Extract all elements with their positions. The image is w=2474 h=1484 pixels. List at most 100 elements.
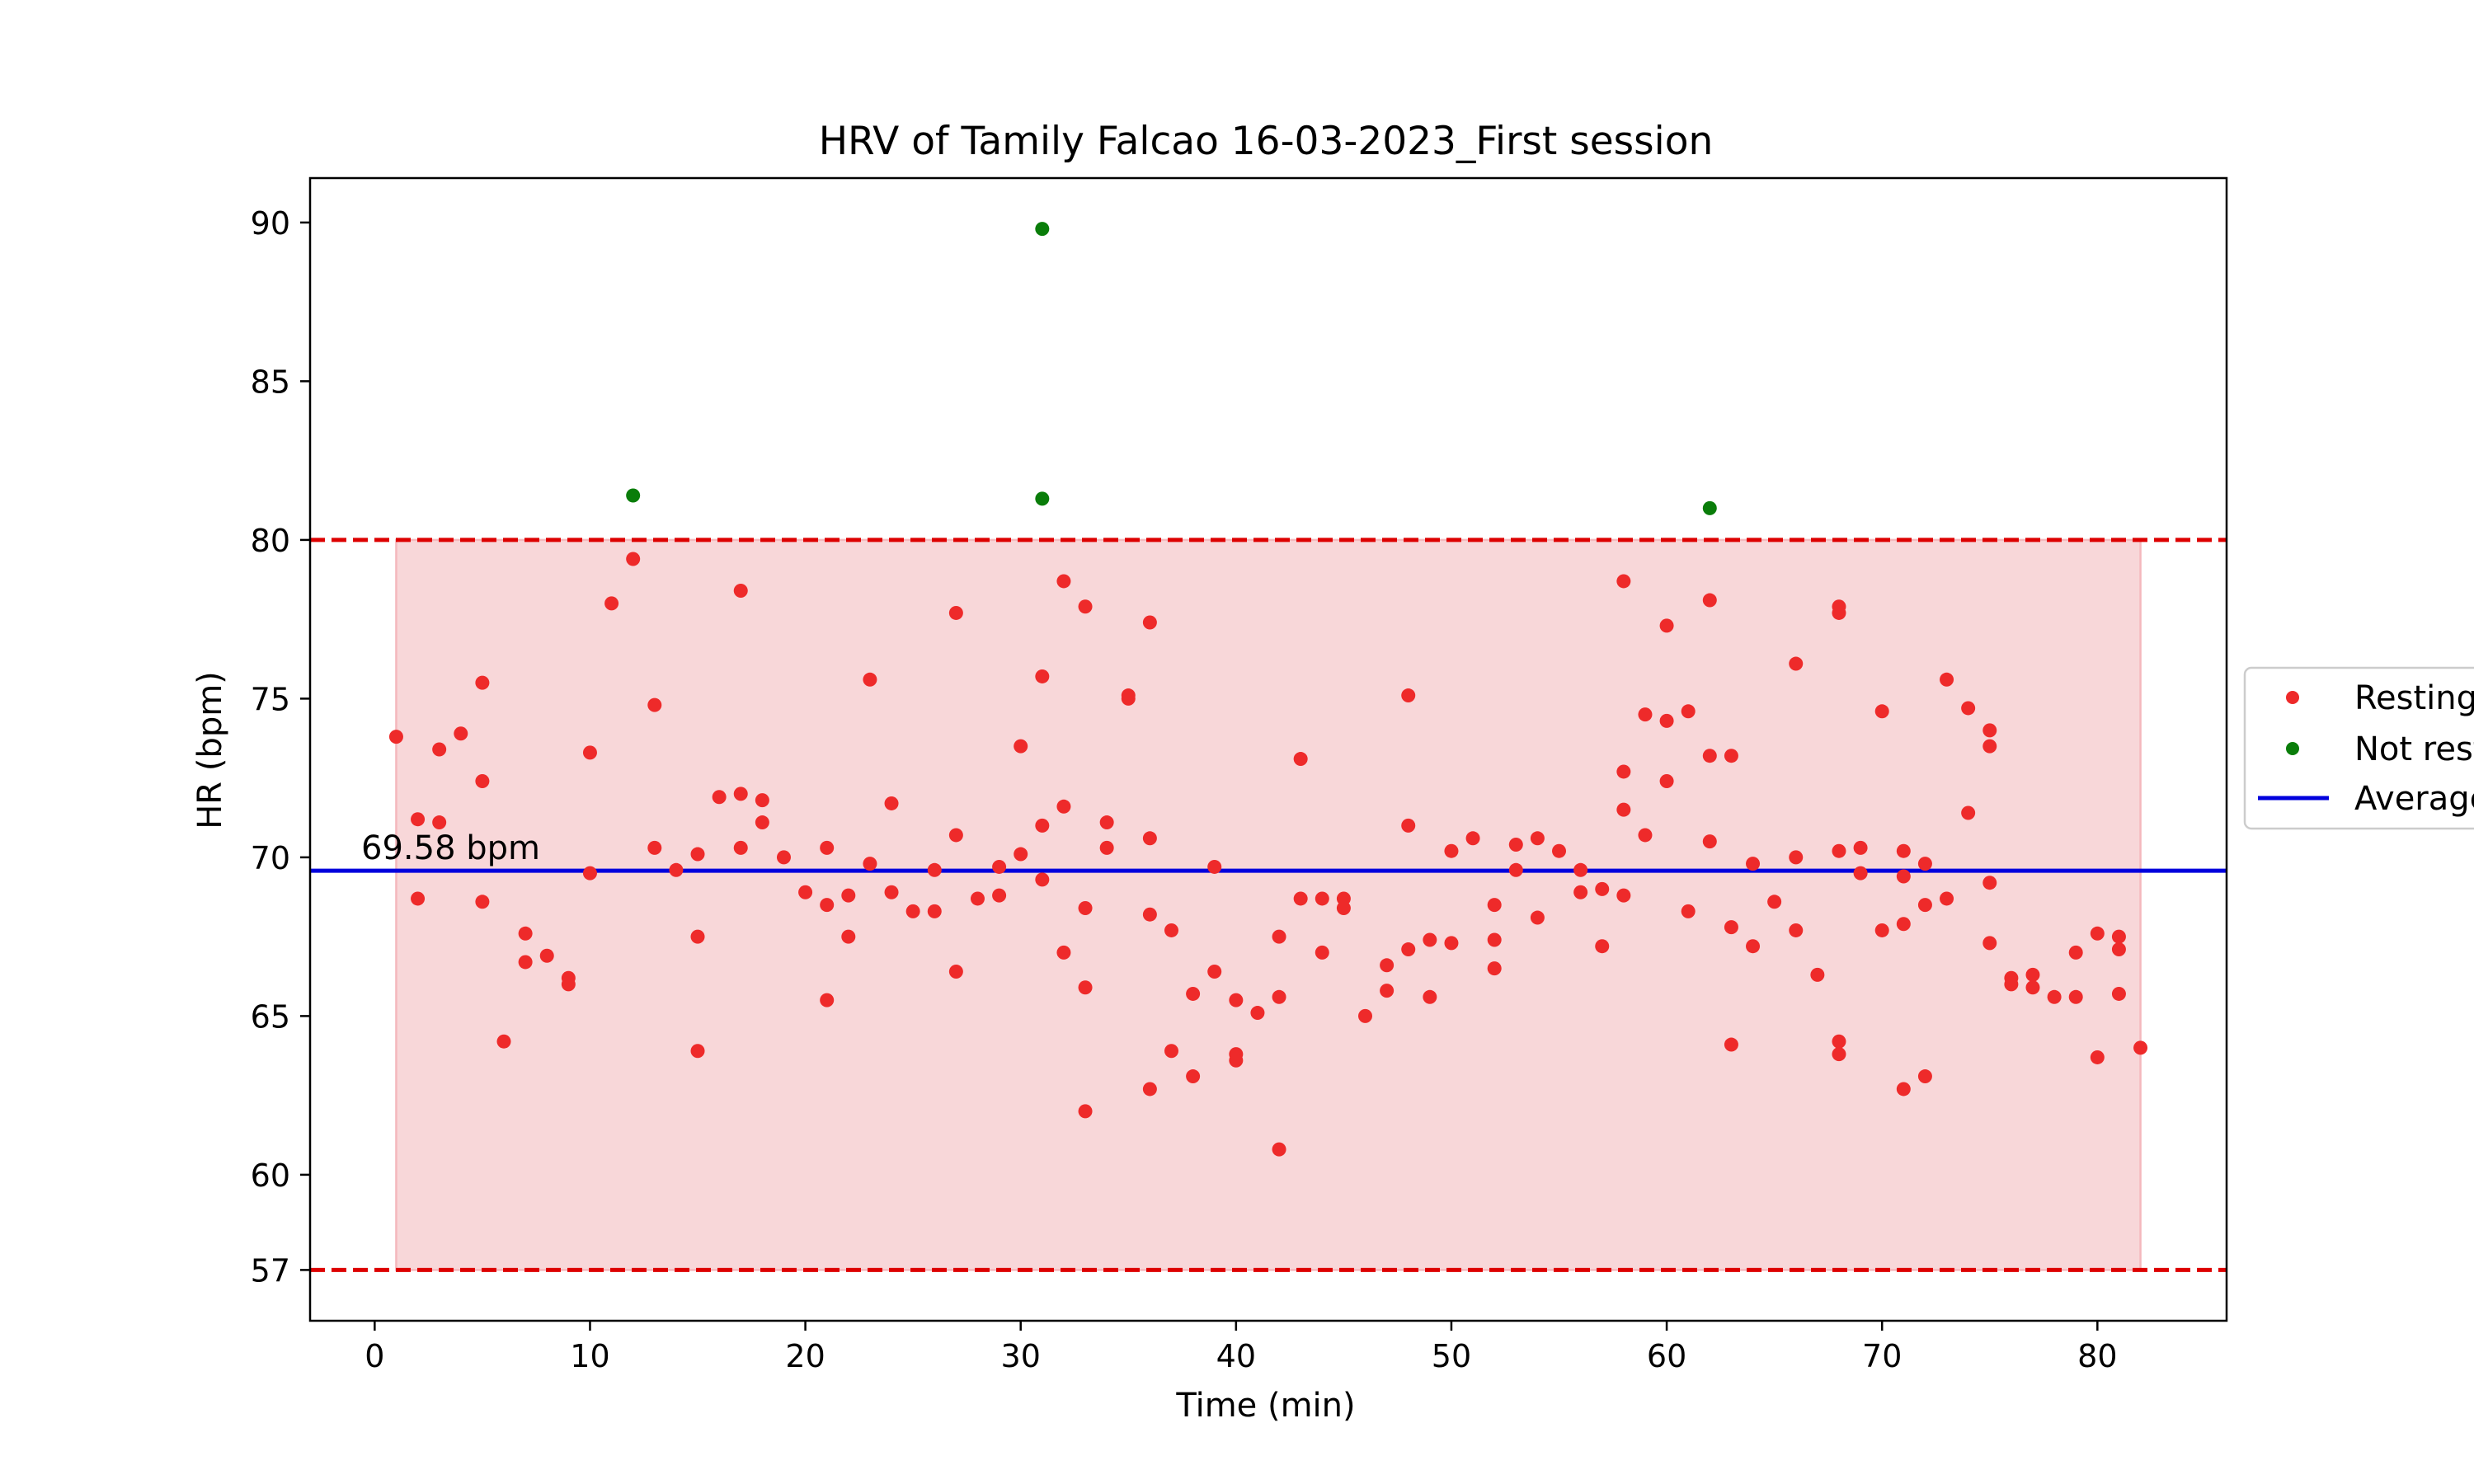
resting-point: [1401, 818, 1416, 833]
x-tick-label: 10: [570, 1338, 609, 1374]
resting-point: [733, 840, 748, 855]
resting-point: [690, 929, 705, 944]
resting-point: [2068, 945, 2083, 960]
not-resting-point: [1702, 500, 1717, 515]
legend-label-average: Average: [2354, 780, 2474, 818]
resting-point: [2004, 977, 2019, 992]
resting-band: [395, 538, 2142, 1271]
resting-point: [1207, 859, 1222, 874]
resting-point: [1078, 980, 1093, 995]
resting-point: [1444, 843, 1459, 858]
resting-point: [1724, 749, 1738, 763]
resting-point: [1380, 984, 1395, 998]
resting-point: [1896, 917, 1911, 932]
resting-point: [690, 1044, 705, 1059]
resting-point: [1573, 885, 1588, 899]
resting-point: [1293, 752, 1308, 767]
resting-point: [1940, 672, 1954, 687]
resting-point: [1078, 1104, 1093, 1119]
resting-point: [582, 745, 597, 760]
resting-point: [1164, 1044, 1178, 1059]
resting-point: [2090, 926, 2105, 941]
resting-point: [927, 904, 942, 918]
resting-point: [1035, 872, 1050, 887]
resting-point: [1595, 939, 1610, 954]
resting-point: [647, 840, 662, 855]
resting-point: [1746, 857, 1761, 871]
resting-point: [2111, 986, 2126, 1001]
resting-point: [411, 891, 426, 906]
resting-point: [1121, 691, 1136, 706]
resting-point: [2111, 942, 2126, 957]
resting-point: [475, 774, 490, 788]
resting-point: [1767, 895, 1782, 909]
legend-marker-resting: [2286, 691, 2299, 704]
resting-point: [820, 993, 835, 1007]
resting-point: [669, 862, 684, 877]
resting-point: [1099, 840, 1114, 855]
resting-point: [863, 857, 877, 871]
legend: Resting Not resting Average: [2243, 666, 2474, 830]
x-tick-label: 70: [1862, 1338, 1902, 1374]
resting-point: [948, 828, 963, 843]
resting-point: [1917, 898, 1932, 913]
plot-frame: [308, 176, 2228, 1322]
chart-title: HRV of Tamily Falcao 16-03-2023_First se…: [819, 119, 1714, 164]
resting-point: [1917, 1069, 1932, 1084]
y-axis-label: HR (bpm): [191, 671, 229, 829]
y-axis: 57 60 65 70 75 80 85 90: [251, 205, 310, 1289]
resting-point: [1853, 866, 1868, 881]
resting-point: [1401, 688, 1416, 703]
resting-point: [1789, 850, 1804, 865]
resting-point: [1014, 739, 1028, 754]
resting-point: [1616, 888, 1631, 903]
resting-point: [733, 787, 748, 801]
resting-point: [1638, 707, 1653, 722]
resting-point: [626, 552, 641, 566]
resting-point: [1186, 1069, 1201, 1084]
resting-point: [1982, 876, 1997, 890]
y-tick-label: 57: [251, 1252, 290, 1289]
resting-point: [1832, 1047, 1846, 1062]
resting-point: [1508, 838, 1523, 852]
resting-point: [1595, 881, 1610, 896]
resting-point: [1530, 910, 1545, 925]
legend-label-resting: Resting: [2354, 679, 2474, 717]
resting-point: [1056, 574, 1071, 589]
average-label: 69.58 bpm: [361, 829, 540, 867]
resting-point: [1789, 923, 1804, 937]
resting-point: [1099, 815, 1114, 830]
resting-point: [1681, 904, 1696, 918]
resting-point: [1186, 986, 1201, 1001]
y-tick-label: 80: [251, 523, 290, 559]
x-tick-label: 40: [1216, 1338, 1256, 1374]
resting-point: [2047, 989, 2062, 1004]
resting-point: [1832, 1034, 1846, 1049]
resting-point: [1832, 843, 1846, 858]
resting-point: [1380, 958, 1395, 973]
resting-point: [432, 742, 447, 757]
resting-point: [1293, 891, 1308, 906]
resting-point: [1961, 701, 1976, 716]
resting-point: [712, 790, 727, 805]
y-tick-label: 65: [251, 998, 290, 1035]
resting-point: [1056, 799, 1071, 814]
resting-zone-band: [395, 538, 2142, 1271]
resting-point: [1832, 605, 1846, 620]
resting-point: [992, 888, 1007, 903]
resting-point: [432, 815, 447, 830]
not-resting-point: [1035, 491, 1050, 506]
data-points: [388, 222, 2148, 1157]
resting-point: [905, 904, 920, 918]
resting-point: [884, 796, 899, 810]
resting-point: [755, 793, 769, 808]
resting-point: [884, 885, 899, 899]
resting-point: [1896, 869, 1911, 884]
resting-point: [1014, 847, 1028, 862]
resting-point: [561, 977, 576, 992]
resting-point: [496, 1034, 511, 1049]
resting-point: [475, 895, 490, 909]
legend-box: [2243, 666, 2474, 830]
resting-point: [1853, 840, 1868, 855]
resting-point: [518, 955, 533, 970]
